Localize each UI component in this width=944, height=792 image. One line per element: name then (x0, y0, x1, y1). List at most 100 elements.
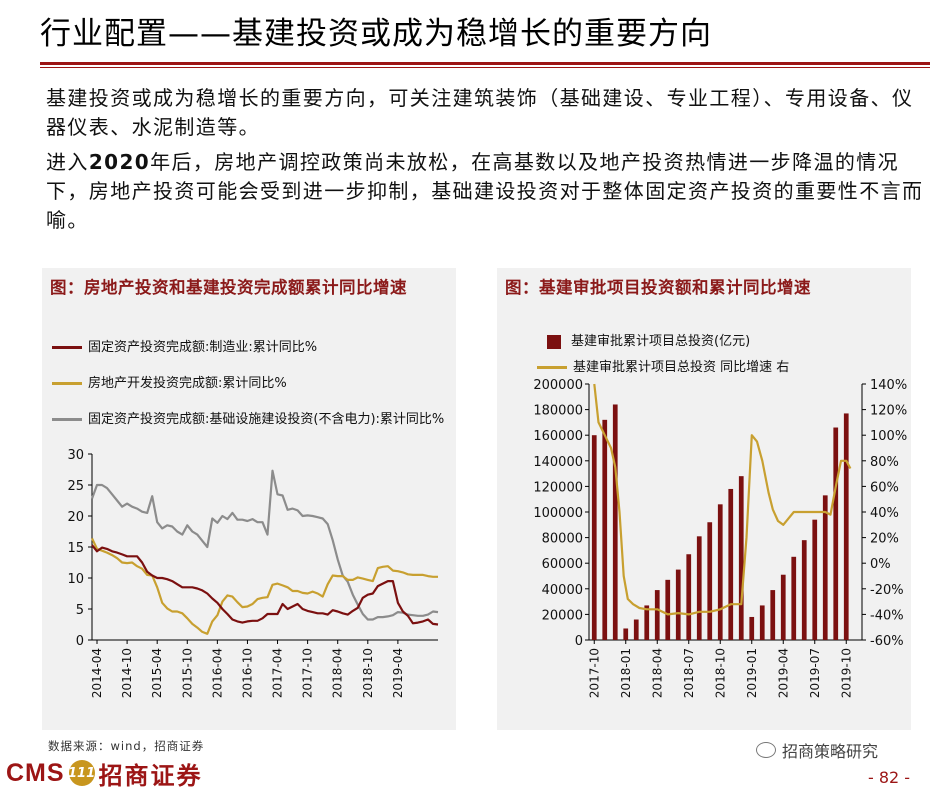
legend-item-bars: 基建审批累计项目总投资(亿元) (547, 332, 750, 351)
y-right-tick-label: 0% (870, 557, 891, 572)
x-tick-label: 2018-04 (650, 648, 664, 698)
wechat-icon (756, 742, 776, 758)
logo-cn-text: 招商证券 (98, 761, 203, 790)
y-right-tick-label: 120% (870, 404, 907, 419)
bar-2018-03 (644, 605, 650, 640)
y-right-tick-label: 40% (870, 506, 899, 521)
data-source: 数据来源：wind，招商证券 (48, 739, 205, 753)
y-left-tick-label: 140000 (533, 455, 583, 470)
legend-label: 基建审批累计项目总投资(亿元) (571, 334, 751, 349)
y-tick-label: 30 (67, 448, 84, 463)
bar-2018-04 (654, 590, 660, 640)
y-tick-label: 15 (67, 541, 84, 556)
legend-line-icon (537, 366, 567, 369)
legend-label: 固定资产投资完成额:制造业:累计同比% (88, 340, 318, 355)
y-right-tick-label: -20% (870, 583, 904, 598)
title-rule-thin (40, 67, 930, 68)
y-left-tick-label: 120000 (533, 480, 583, 495)
wechat-account-name: 招商策略研究 (782, 742, 879, 761)
legend-label: 房地产开发投资完成额:累计同比% (88, 376, 287, 391)
bar-2018-12 (738, 476, 744, 640)
legend-line-icon (52, 382, 82, 385)
bar-2018-08 (696, 536, 702, 640)
wechat-account: 招商策略研究 (756, 738, 878, 762)
y-right-tick-label: 140% (870, 378, 907, 393)
paragraph-2-pre: 进入 (46, 150, 89, 174)
y-right-tick-label: 60% (870, 480, 899, 495)
y-tick-label: 10 (67, 572, 84, 587)
x-tick-label: 2015-10 (180, 648, 194, 698)
y-left-tick-label: 200000 (533, 378, 583, 393)
bar-2019-01 (749, 616, 755, 640)
bar-2017-11 (602, 419, 608, 640)
x-tick-label: 2015-04 (150, 648, 164, 698)
x-tick-label: 2018-10 (713, 648, 727, 698)
x-tick-label: 2018-10 (361, 648, 375, 698)
legend-label: 固定资产投资完成额:基础设施建设投资(不含电力):累计同比% (88, 412, 445, 427)
series-line-infrastructure (90, 469, 439, 621)
paragraph-2: 进入2020年后，房地产调控政策尚未放松，在高基数以及地产投资热情进一步降温的情… (46, 148, 926, 235)
y-left-tick-label: 180000 (533, 404, 583, 419)
x-tick-label: 2018-01 (619, 648, 633, 698)
legend-item-infrastructure: 固定资产投资完成额:基础设施建设投资(不含电力):累计同比% (52, 410, 468, 429)
bar-2019-08 (822, 495, 828, 640)
bar-2018-07 (686, 554, 692, 640)
y-tick-label: 5 (76, 603, 84, 618)
chart-title-left: 图：房地产投资和基建投资完成额累计同比增速 (50, 278, 407, 297)
legend-item-real-estate: 房地产开发投资完成额:累计同比% (52, 374, 287, 393)
bar-2017-10 (591, 435, 597, 640)
bar-2019-07 (812, 519, 818, 640)
bar-2019-06 (801, 540, 807, 640)
legend-label: 基建审批累计项目总投资 同比增速 右 (573, 360, 790, 375)
brand-logo: CMS 111 招商证券 (6, 758, 203, 790)
x-tick-label: 2019-10 (839, 648, 853, 698)
x-tick-label: 2018-07 (682, 648, 696, 698)
yoy-growth-line (593, 383, 852, 616)
page-number: - 82 - (868, 768, 911, 787)
line-chart-left: 0 5 10 15 20 25 30 2014-04 2014-10 2015-04 2015-10… (67, 448, 439, 698)
bar-2018-05 (665, 579, 671, 640)
legend-item-yoy: 基建审批累计项目总投资 同比增速 右 (537, 358, 789, 377)
x-tick-label: 2019-07 (808, 648, 822, 698)
paragraph-2-year: 2020 (88, 150, 151, 174)
bar-2019-09 (833, 427, 839, 640)
y-tick-label: 20 (67, 510, 84, 525)
x-tick-label: 2017-10 (587, 648, 601, 698)
y-right-tick-label: 20% (870, 532, 899, 547)
x-tick-label: 2016-10 (240, 648, 254, 698)
chart-panel-left: 图：房地产投资和基建投资完成额累计同比增速 固定资产投资完成额:制造业:累计同比… (42, 268, 456, 730)
page-title: 行业配置——基建投资或成为稳增长的重要方向 (40, 16, 712, 52)
bar-2019-04 (780, 574, 786, 640)
x-tick-label: 2018-04 (331, 648, 345, 698)
y-right-tick-label: -60% (870, 634, 904, 649)
y-tick-label: 0 (76, 634, 84, 649)
legend-item-manufacturing: 固定资产投资完成额:制造业:累计同比% (52, 338, 317, 357)
x-tick-label: 2014-04 (90, 648, 104, 698)
y-right-tick-label: 100% (870, 429, 907, 444)
paragraph-2-post: 年后，房地产调控政策尚未放松，在高基数以及地产投资热情进一步降温的情况下，房地产… (46, 150, 924, 232)
series-line-real-estate (91, 537, 438, 635)
x-tick-label: 2016-04 (210, 648, 224, 698)
bar-line-chart-right: 0 20000 40000 60000 80000 100000 120000 140000 1… (533, 378, 907, 698)
bar-2019-02 (759, 605, 765, 640)
chart-panel-right: 图：基建审批项目投资额和累计同比增速 基建审批累计项目总投资(亿元) 基建审批累… (497, 268, 911, 730)
y-left-tick-label: 20000 (542, 608, 583, 623)
bar-2019-10 (843, 413, 849, 640)
bar-2018-09 (707, 522, 713, 640)
x-tick-label: 2014-10 (120, 648, 134, 698)
y-right-tick-label: 80% (870, 455, 899, 470)
y-left-tick-label: 40000 (542, 583, 583, 598)
logo-cms-text: CMS (6, 758, 65, 787)
y-left-tick-label: 60000 (542, 557, 583, 572)
y-tick-label: 25 (67, 479, 84, 494)
x-tick-label: 2019-04 (776, 648, 790, 698)
bar-2018-02 (633, 619, 639, 640)
legend-line-icon (52, 418, 82, 421)
x-tick-label: 2019-01 (745, 648, 759, 698)
bar-2019-03 (770, 590, 776, 640)
y-left-tick-label: 100000 (533, 506, 583, 521)
x-tick-label: 2017-04 (271, 648, 285, 698)
x-tick-label: 2017-10 (301, 648, 315, 698)
title-rule (40, 62, 930, 65)
y-right-tick-label: -40% (870, 608, 904, 623)
